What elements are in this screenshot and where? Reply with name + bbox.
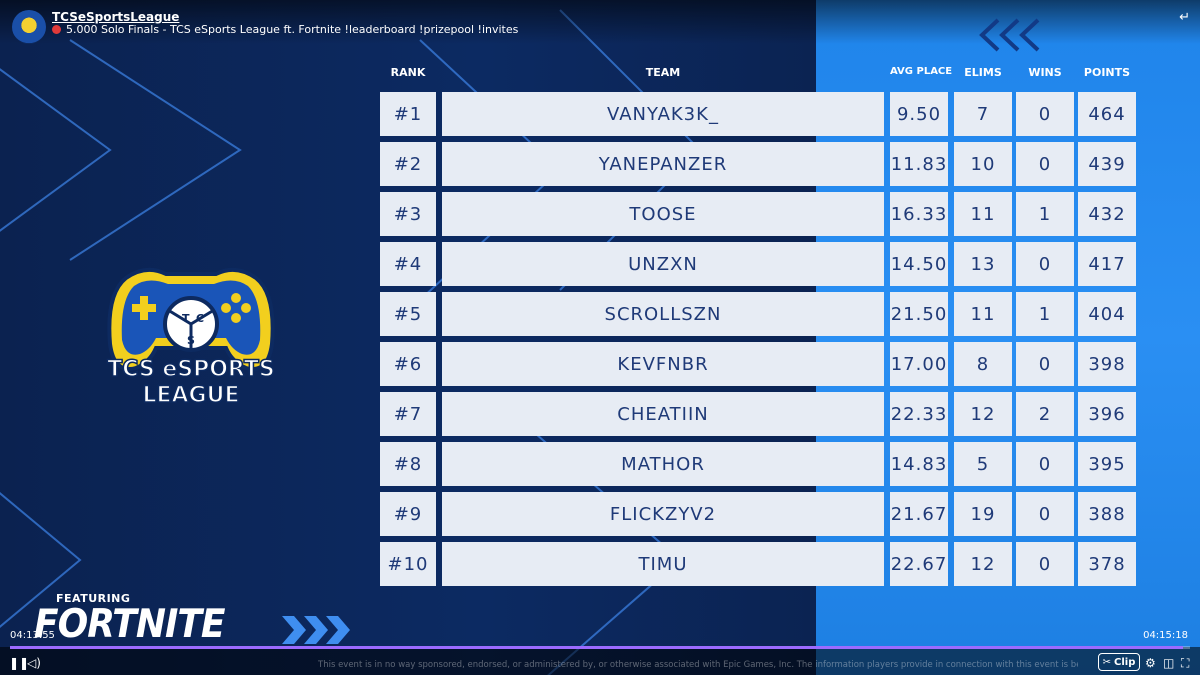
points-cell: 396: [1078, 392, 1136, 436]
header-team: TEAM: [645, 66, 681, 79]
wins-cell: 1: [1016, 292, 1074, 336]
header-points: POINTS: [1083, 66, 1131, 79]
logo-letter-s: S: [187, 334, 195, 347]
points-cell: 417: [1078, 242, 1136, 286]
points-cell: 398: [1078, 342, 1136, 386]
header-rank: RANK: [390, 66, 426, 79]
triple-chevron-left-icon: [979, 18, 1040, 52]
header-wins: WINS: [1028, 66, 1062, 79]
rank-cell: #1: [380, 92, 436, 136]
avg-place-cell: 14.50: [890, 242, 948, 286]
team-cell: TIMU: [442, 542, 884, 586]
elims-cell: 13: [954, 242, 1012, 286]
points-cell: 439: [1078, 142, 1136, 186]
avg-place-cell: 16.33: [890, 192, 948, 236]
channel-avatar[interactable]: [12, 10, 46, 44]
rank-cell: #2: [380, 142, 436, 186]
featuring-label: FEATURING: [56, 592, 131, 605]
points-cell: 388: [1078, 492, 1136, 536]
points-cell: 395: [1078, 442, 1136, 486]
points-cell: 464: [1078, 92, 1136, 136]
stream-info-bar: TCSeSportsLeague 5.000 Solo Finals - TCS…: [0, 0, 1200, 44]
avg-place-cell: 22.33: [890, 392, 948, 436]
header-elims: ELIMS: [964, 66, 1002, 79]
team-cell: MATHOR: [442, 442, 884, 486]
live-indicator-icon: [52, 25, 61, 34]
team-cell: VANYAK3K_: [442, 92, 884, 136]
elims-cell: 12: [954, 542, 1012, 586]
tcs-esports-logo: T C S TCS eSPORTS LEAGUE: [107, 267, 275, 409]
team-cell: FLICKZYV2: [442, 492, 884, 536]
elims-cell: 5: [954, 442, 1012, 486]
settings-icon[interactable]: ⚙: [1145, 656, 1156, 670]
wins-cell: 0: [1016, 542, 1074, 586]
rank-cell: #10: [380, 542, 436, 586]
clip-button[interactable]: ✂ Clip: [1098, 653, 1140, 671]
wins-cell: 0: [1016, 142, 1074, 186]
clip-icon: ✂: [1102, 656, 1112, 668]
current-time: 04:13:55: [10, 630, 55, 641]
stream-title: 5.000 Solo Finals - TCS eSports League f…: [52, 23, 518, 36]
avg-place-cell: 17.00: [890, 342, 948, 386]
fortnite-logo-text: FORTNITE: [34, 602, 226, 647]
wins-cell: 0: [1016, 492, 1074, 536]
logo-letter-c: C: [196, 312, 204, 325]
avg-place-cell: 21.50: [890, 292, 948, 336]
avg-place-cell: 14.83: [890, 442, 948, 486]
rank-cell: #4: [380, 242, 436, 286]
channel-name-link[interactable]: TCSeSportsLeague: [52, 10, 180, 24]
elims-cell: 8: [954, 342, 1012, 386]
wins-cell: 0: [1016, 442, 1074, 486]
exit-fullscreen-icon[interactable]: ↵: [1179, 10, 1190, 25]
player-control-bar: [0, 647, 1200, 675]
seek-bar[interactable]: [10, 646, 1190, 649]
team-cell: YANEPANZER: [442, 142, 884, 186]
avg-place-cell: 11.83: [890, 142, 948, 186]
team-cell: SCROLLSZN: [442, 292, 884, 336]
wins-cell: 0: [1016, 242, 1074, 286]
seek-bar-progress: [10, 646, 1183, 649]
elims-cell: 7: [954, 92, 1012, 136]
rank-cell: #5: [380, 292, 436, 336]
wins-cell: 0: [1016, 342, 1074, 386]
volume-icon[interactable]: ◁): [27, 656, 41, 670]
points-cell: 432: [1078, 192, 1136, 236]
rank-cell: #7: [380, 392, 436, 436]
elims-cell: 12: [954, 392, 1012, 436]
clip-button-label: Clip: [1114, 656, 1136, 668]
rank-cell: #8: [380, 442, 436, 486]
avg-place-cell: 21.67: [890, 492, 948, 536]
pause-icon[interactable]: ❚❚: [9, 656, 30, 670]
stream-title-text: 5.000 Solo Finals - TCS eSports League f…: [66, 23, 519, 36]
triple-chevron-right-icon: [282, 616, 350, 644]
points-cell: 378: [1078, 542, 1136, 586]
wins-cell: 2: [1016, 392, 1074, 436]
logo-letter-t: T: [182, 312, 190, 325]
header-avg-place: AVG PLACE: [890, 66, 953, 77]
rank-cell: #9: [380, 492, 436, 536]
theater-icon[interactable]: ◫: [1163, 656, 1175, 670]
avg-place-cell: 9.50: [890, 92, 948, 136]
logo-text-line2: LEAGUE: [142, 383, 239, 408]
wins-cell: 0: [1016, 92, 1074, 136]
elims-cell: 10: [954, 142, 1012, 186]
team-cell: TOOSE: [442, 192, 884, 236]
points-cell: 404: [1078, 292, 1136, 336]
team-cell: UNZXN: [442, 242, 884, 286]
elims-cell: 19: [954, 492, 1012, 536]
total-time: 04:15:18: [1143, 630, 1188, 641]
rank-cell: #6: [380, 342, 436, 386]
fullscreen-icon[interactable]: ⛶: [1181, 656, 1190, 670]
elims-cell: 11: [954, 192, 1012, 236]
avg-place-cell: 22.67: [890, 542, 948, 586]
rank-cell: #3: [380, 192, 436, 236]
team-cell: KEVFNBR: [442, 342, 884, 386]
team-cell: CHEATIIN: [442, 392, 884, 436]
elims-cell: 11: [954, 292, 1012, 336]
logo-text-line1: TCS eSPORTS: [107, 357, 274, 382]
wins-cell: 1: [1016, 192, 1074, 236]
disclaimer-text: This event is in no way sponsored, endor…: [318, 660, 1078, 670]
